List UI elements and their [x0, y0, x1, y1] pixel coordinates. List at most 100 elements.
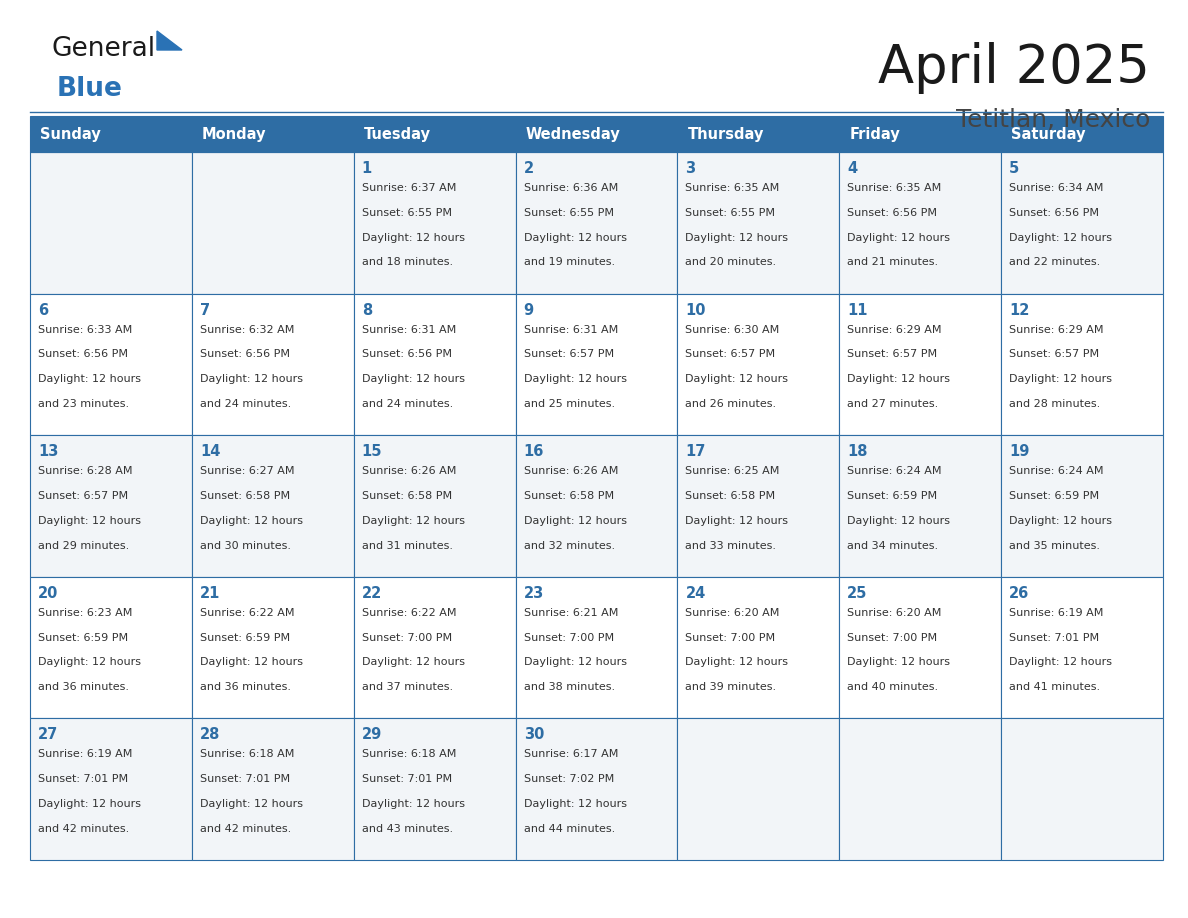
Text: 12: 12 — [1009, 303, 1030, 318]
Text: Sunset: 6:59 PM: Sunset: 6:59 PM — [1009, 491, 1099, 501]
Text: Sunrise: 6:24 AM: Sunrise: 6:24 AM — [1009, 466, 1104, 476]
Text: 16: 16 — [524, 444, 544, 459]
Text: Sunrise: 6:18 AM: Sunrise: 6:18 AM — [200, 749, 295, 759]
Text: Sunrise: 6:23 AM: Sunrise: 6:23 AM — [38, 608, 132, 618]
Text: Daylight: 12 hours: Daylight: 12 hours — [200, 657, 303, 667]
Text: Wednesday: Wednesday — [525, 127, 620, 141]
Text: and 20 minutes.: and 20 minutes. — [685, 257, 777, 267]
Text: Sunset: 6:58 PM: Sunset: 6:58 PM — [524, 491, 614, 501]
Text: Tetitlan, Mexico: Tetitlan, Mexico — [955, 108, 1150, 132]
Text: 1: 1 — [361, 161, 372, 176]
Text: Sunrise: 6:29 AM: Sunrise: 6:29 AM — [1009, 325, 1104, 334]
Text: Sunrise: 6:36 AM: Sunrise: 6:36 AM — [524, 183, 618, 193]
Text: 11: 11 — [847, 303, 867, 318]
Bar — [354, 435, 516, 577]
Text: Sunset: 6:55 PM: Sunset: 6:55 PM — [361, 207, 451, 218]
Text: Daylight: 12 hours: Daylight: 12 hours — [38, 516, 141, 526]
Text: 15: 15 — [361, 444, 383, 459]
Text: Sunset: 6:59 PM: Sunset: 6:59 PM — [847, 491, 937, 501]
Bar — [516, 294, 677, 435]
Text: Sunrise: 6:34 AM: Sunrise: 6:34 AM — [1009, 183, 1104, 193]
Text: Sunrise: 6:30 AM: Sunrise: 6:30 AM — [685, 325, 779, 334]
Bar — [677, 577, 839, 719]
Bar — [1001, 577, 1163, 719]
Text: and 31 minutes.: and 31 minutes. — [361, 541, 453, 551]
Text: 28: 28 — [200, 727, 220, 743]
Text: Daylight: 12 hours: Daylight: 12 hours — [847, 375, 950, 384]
Text: Sunset: 7:01 PM: Sunset: 7:01 PM — [361, 774, 451, 784]
Text: 24: 24 — [685, 586, 706, 600]
Text: Sunset: 6:57 PM: Sunset: 6:57 PM — [685, 350, 776, 359]
Text: Sunrise: 6:37 AM: Sunrise: 6:37 AM — [361, 183, 456, 193]
Text: Daylight: 12 hours: Daylight: 12 hours — [200, 799, 303, 809]
Bar — [839, 577, 1001, 719]
Bar — [839, 116, 1001, 152]
Text: Sunrise: 6:28 AM: Sunrise: 6:28 AM — [38, 466, 133, 476]
Text: 27: 27 — [38, 727, 58, 743]
Bar — [516, 435, 677, 577]
Text: and 37 minutes.: and 37 minutes. — [361, 682, 453, 692]
Text: Sunday: Sunday — [40, 127, 101, 141]
Text: 2: 2 — [524, 161, 533, 176]
Text: Daylight: 12 hours: Daylight: 12 hours — [1009, 232, 1112, 242]
Text: Sunset: 6:57 PM: Sunset: 6:57 PM — [38, 491, 128, 501]
Text: 17: 17 — [685, 444, 706, 459]
Text: Sunset: 6:56 PM: Sunset: 6:56 PM — [38, 350, 128, 359]
Text: 25: 25 — [847, 586, 867, 600]
Text: and 19 minutes.: and 19 minutes. — [524, 257, 614, 267]
Text: and 38 minutes.: and 38 minutes. — [524, 682, 614, 692]
Bar — [354, 152, 516, 294]
Bar — [354, 294, 516, 435]
Text: Sunrise: 6:31 AM: Sunrise: 6:31 AM — [361, 325, 456, 334]
Text: 4: 4 — [847, 161, 858, 176]
Text: Sunrise: 6:32 AM: Sunrise: 6:32 AM — [200, 325, 295, 334]
Text: Sunset: 7:01 PM: Sunset: 7:01 PM — [200, 774, 290, 784]
Text: Sunrise: 6:31 AM: Sunrise: 6:31 AM — [524, 325, 618, 334]
Text: 7: 7 — [200, 303, 210, 318]
Text: and 33 minutes.: and 33 minutes. — [685, 541, 777, 551]
Text: Sunrise: 6:33 AM: Sunrise: 6:33 AM — [38, 325, 132, 334]
Text: Daylight: 12 hours: Daylight: 12 hours — [847, 516, 950, 526]
Text: Sunset: 7:00 PM: Sunset: 7:00 PM — [524, 633, 614, 643]
Text: Sunset: 6:56 PM: Sunset: 6:56 PM — [361, 350, 451, 359]
Text: Sunrise: 6:25 AM: Sunrise: 6:25 AM — [685, 466, 779, 476]
Text: 10: 10 — [685, 303, 706, 318]
Text: and 43 minutes.: and 43 minutes. — [361, 823, 453, 834]
Text: Friday: Friday — [849, 127, 901, 141]
Bar — [191, 294, 354, 435]
Text: Daylight: 12 hours: Daylight: 12 hours — [38, 799, 141, 809]
Text: Sunset: 6:58 PM: Sunset: 6:58 PM — [361, 491, 451, 501]
Text: and 27 minutes.: and 27 minutes. — [847, 399, 939, 409]
Text: 8: 8 — [361, 303, 372, 318]
Text: Sunrise: 6:18 AM: Sunrise: 6:18 AM — [361, 749, 456, 759]
Text: and 36 minutes.: and 36 minutes. — [200, 682, 291, 692]
Text: Sunrise: 6:22 AM: Sunrise: 6:22 AM — [361, 608, 456, 618]
Bar — [677, 435, 839, 577]
Text: Sunset: 7:00 PM: Sunset: 7:00 PM — [361, 633, 451, 643]
Bar — [677, 719, 839, 860]
Text: and 23 minutes.: and 23 minutes. — [38, 399, 129, 409]
Text: Sunrise: 6:22 AM: Sunrise: 6:22 AM — [200, 608, 295, 618]
Text: Sunset: 6:59 PM: Sunset: 6:59 PM — [38, 633, 128, 643]
Text: Daylight: 12 hours: Daylight: 12 hours — [524, 657, 626, 667]
Text: and 21 minutes.: and 21 minutes. — [847, 257, 939, 267]
Text: Daylight: 12 hours: Daylight: 12 hours — [38, 375, 141, 384]
Text: 20: 20 — [38, 586, 58, 600]
Bar — [677, 294, 839, 435]
Text: and 36 minutes.: and 36 minutes. — [38, 682, 129, 692]
Text: Daylight: 12 hours: Daylight: 12 hours — [524, 516, 626, 526]
Text: Sunset: 6:57 PM: Sunset: 6:57 PM — [524, 350, 614, 359]
Bar — [30, 435, 191, 577]
Text: Sunrise: 6:26 AM: Sunrise: 6:26 AM — [361, 466, 456, 476]
Text: Daylight: 12 hours: Daylight: 12 hours — [361, 516, 465, 526]
Text: 29: 29 — [361, 727, 383, 743]
Text: 6: 6 — [38, 303, 49, 318]
Text: Sunrise: 6:19 AM: Sunrise: 6:19 AM — [1009, 608, 1104, 618]
Text: Daylight: 12 hours: Daylight: 12 hours — [524, 799, 626, 809]
Text: General: General — [52, 36, 156, 62]
Bar — [677, 152, 839, 294]
Text: and 24 minutes.: and 24 minutes. — [361, 399, 453, 409]
Text: and 39 minutes.: and 39 minutes. — [685, 682, 777, 692]
Bar — [677, 116, 839, 152]
Text: 3: 3 — [685, 161, 695, 176]
